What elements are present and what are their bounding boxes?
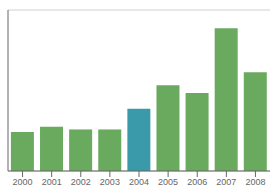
svg-text:2008: 2008 [245, 177, 265, 187]
svg-text:2003: 2003 [100, 177, 120, 187]
svg-text:2005: 2005 [158, 177, 178, 187]
svg-text:2001: 2001 [42, 177, 62, 187]
svg-text:2006: 2006 [187, 177, 207, 187]
svg-text:2000: 2000 [13, 177, 33, 187]
svg-text:2007: 2007 [216, 177, 236, 187]
svg-text:2002: 2002 [71, 177, 91, 187]
svg-text:2004: 2004 [129, 177, 149, 187]
